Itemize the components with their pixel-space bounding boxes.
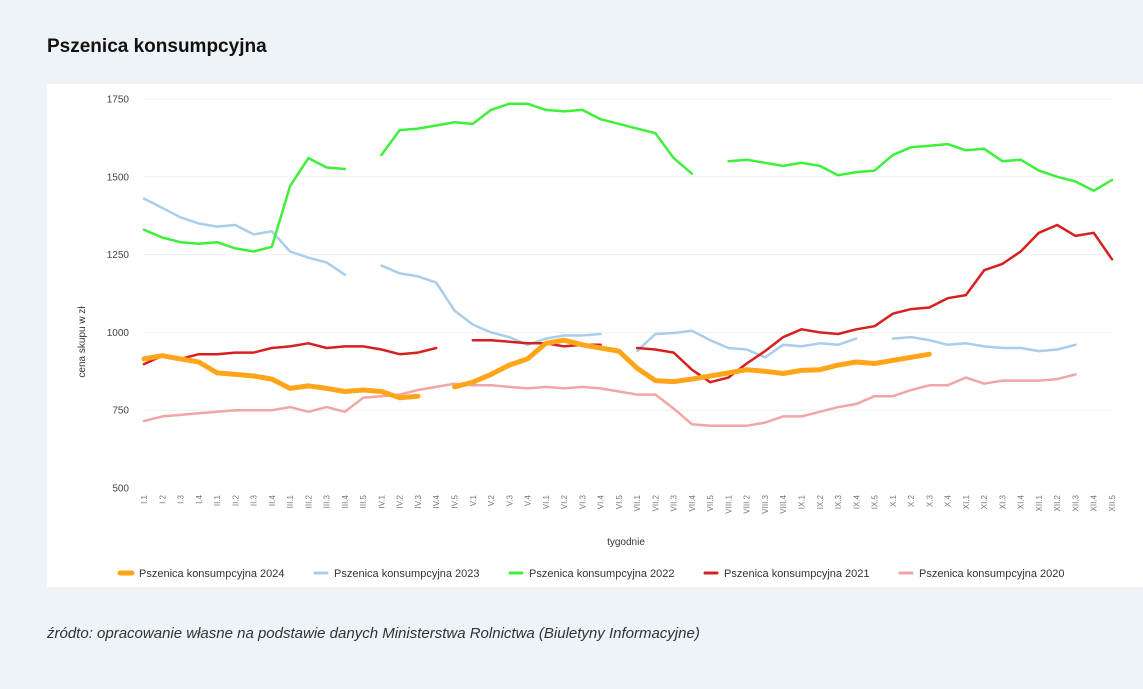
x-tick-label: VIII.2 — [743, 494, 752, 513]
x-tick-label: XI.1 — [962, 494, 971, 509]
x-tick-label: IV.3 — [414, 494, 423, 508]
x-tick-label: VII.4 — [688, 494, 697, 511]
x-tick-label: IV.4 — [432, 494, 441, 508]
x-tick-label: XII.4 — [1090, 494, 1099, 511]
x-tick-label: IX.5 — [871, 494, 880, 509]
chart-panel: 500 750 1000 1250 1500 1750 I.1 I.2 I.3 I.4 II.1 I… — [47, 84, 1143, 587]
x-tick-label: II.1 — [213, 494, 222, 506]
x-tick-label: VI.1 — [542, 494, 551, 509]
y-axis-title: cena skupu w zł — [77, 306, 88, 378]
x-tick-label: VII.1 — [633, 494, 642, 511]
y-tick-label: 500 — [112, 484, 129, 495]
y-tick-labels: 500 750 1000 1250 1500 1750 — [107, 95, 130, 495]
x-tick-label: X.3 — [925, 494, 934, 507]
y-tick-label: 750 — [112, 406, 129, 417]
x-tick-label: XI.2 — [980, 494, 989, 509]
x-tick-label: IX.4 — [852, 494, 861, 509]
x-tick-label: VI.3 — [578, 494, 587, 509]
y-tick-label: 1500 — [107, 172, 130, 183]
source-note: źródto: opracowanie własne na podstawie … — [47, 625, 700, 642]
legend-label: Pszenica konsumpcyjna 2024 — [139, 568, 285, 580]
series-line-1 — [141, 337, 932, 401]
x-tick-label: V.3 — [505, 494, 514, 506]
series-line-5 — [142, 373, 1077, 428]
x-tick-label: II.3 — [250, 494, 259, 506]
legend-label: Pszenica konsumpcyjna 2023 — [334, 568, 480, 580]
x-tick-label: XII.3 — [1071, 494, 1080, 511]
x-tick-label: II.2 — [231, 494, 240, 506]
x-tick-label: XII.1 — [1035, 494, 1044, 511]
legend-label: Pszenica konsumpcyjna 2022 — [529, 568, 675, 580]
x-tick-label: IV.1 — [377, 494, 386, 508]
x-tick-label: X.2 — [907, 494, 916, 507]
series-lines — [141, 102, 1114, 428]
y-tick-label: 1000 — [107, 328, 130, 339]
legend: Pszenica konsumpcyjna 2024 Pszenica konsu… — [117, 568, 1065, 580]
x-tick-label: I.1 — [140, 494, 149, 503]
x-tick-label: V.4 — [524, 494, 533, 506]
x-tick-label: VI.4 — [597, 494, 606, 509]
x-tick-label: I.4 — [195, 494, 204, 503]
x-tick-label: II.4 — [268, 494, 277, 506]
x-tick-label: V.2 — [487, 494, 496, 506]
x-tick-label: VII.2 — [651, 494, 660, 511]
x-tick-label: VI.5 — [615, 494, 624, 509]
series-line-3 — [142, 102, 1114, 253]
x-tick-label: I.2 — [158, 494, 167, 503]
x-tick-label: VIII.1 — [724, 494, 733, 513]
x-tick-label: VII.3 — [670, 494, 679, 511]
legend-label: Pszenica konsumpcyjna 2021 — [724, 568, 870, 580]
x-tick-label: X.4 — [944, 494, 953, 507]
x-tick-label: VIII.4 — [779, 494, 788, 513]
x-tick-labels: I.1 I.2 I.3 I.4 II.1 II.2 II.3 II.4 III.1 III.2 II… — [140, 494, 1117, 513]
x-tick-label: X.1 — [889, 494, 898, 507]
x-tick-label: IV.5 — [450, 494, 459, 508]
series-line-2 — [144, 199, 1112, 358]
y-tick-label: 1250 — [107, 250, 130, 261]
x-tick-label: IX.1 — [798, 494, 807, 509]
chart-title: Pszenica konsumpcyjna — [47, 36, 267, 57]
x-tick-label: III.2 — [304, 494, 313, 508]
x-tick-label: IX.2 — [816, 494, 825, 509]
x-tick-label: XI.3 — [998, 494, 1007, 509]
x-tick-label: III.3 — [323, 494, 332, 508]
x-tick-label: IV.2 — [396, 494, 405, 508]
gridlines — [144, 98, 1112, 411]
x-tick-label: III.5 — [359, 494, 368, 508]
y-tick-label: 1750 — [107, 95, 130, 106]
x-tick-label: III.4 — [341, 494, 350, 508]
x-tick-label: XII.2 — [1053, 494, 1062, 511]
x-tick-label: V.1 — [469, 494, 478, 506]
x-tick-label: I.3 — [177, 494, 186, 503]
x-axis-title: tygodnie — [607, 537, 645, 548]
x-tick-label: XI.4 — [1017, 494, 1026, 509]
x-tick-label: IX.3 — [834, 494, 843, 509]
x-tick-label: VIII.3 — [761, 494, 770, 513]
x-tick-label: VII.5 — [706, 494, 715, 511]
x-tick-label: III.1 — [286, 494, 295, 508]
x-tick-label: VI.2 — [560, 494, 569, 509]
legend-label: Pszenica konsumpcyjna 2020 — [919, 568, 1065, 580]
x-tick-label: XII.5 — [1108, 494, 1117, 511]
